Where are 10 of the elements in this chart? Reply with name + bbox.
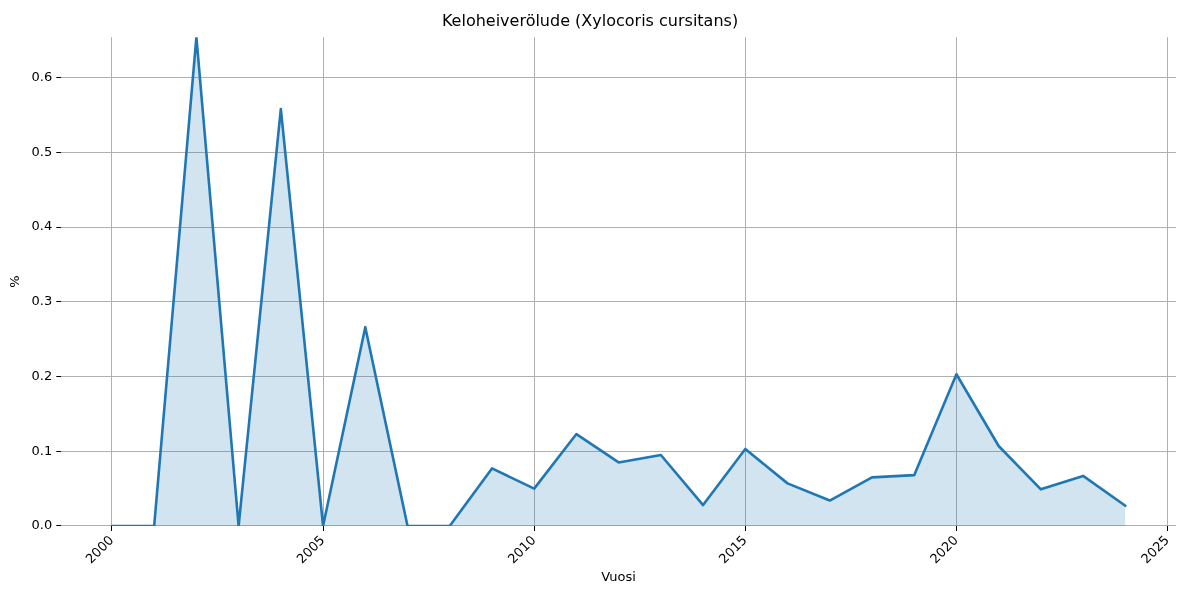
y-tick-label: 0.4 (31, 218, 53, 234)
x-axis-title: Vuosi (601, 568, 636, 584)
chart-title: Keloheiverölude (Xylocoris cursitans) (441, 10, 739, 30)
y-tick-label: 0.1 (31, 442, 53, 458)
y-tick-label: 0.5 (31, 143, 53, 159)
y-tick-label: 0.2 (31, 367, 53, 383)
y-axis-title: % (7, 275, 23, 288)
y-tick-label: 0.0 (31, 517, 53, 533)
y-tick-label: 0.3 (31, 293, 53, 309)
y-tick-label: 0.6 (31, 68, 53, 84)
